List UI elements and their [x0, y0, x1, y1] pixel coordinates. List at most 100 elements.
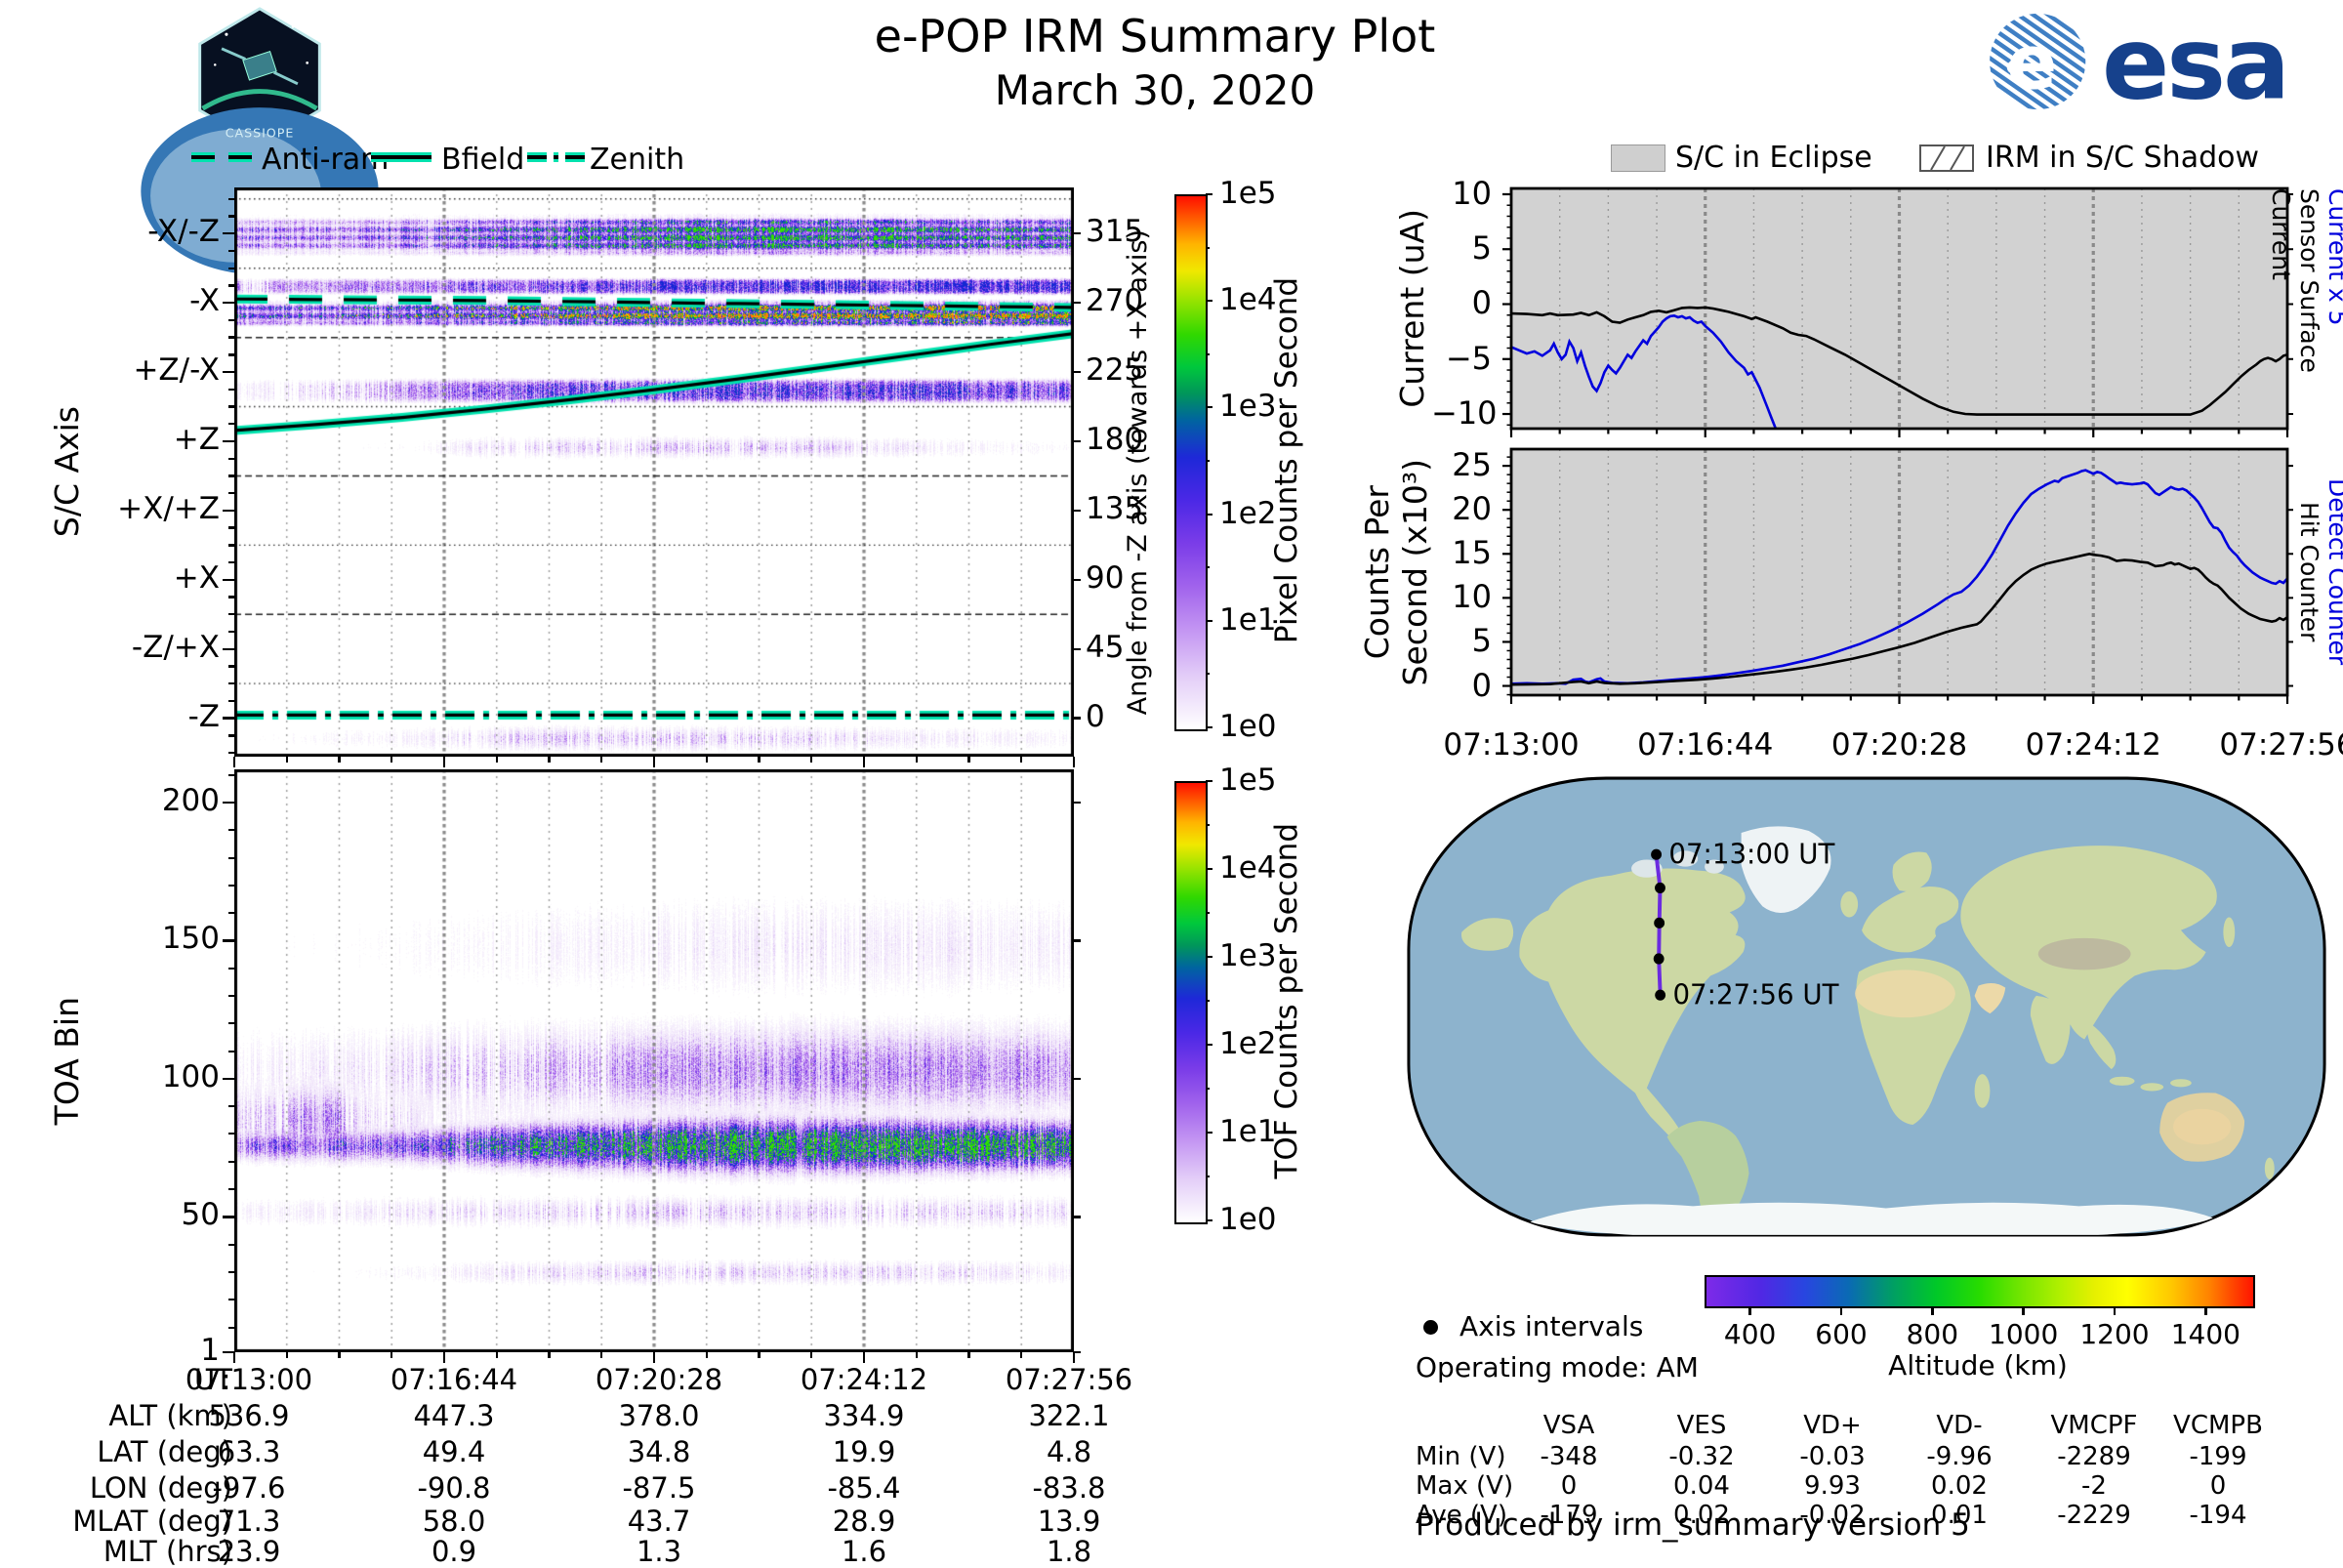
axis-tick	[228, 1161, 234, 1163]
axis-intervals-dot	[1423, 1320, 1438, 1335]
voltage-column-header: VD-	[1881, 1411, 2037, 1440]
axis-tick	[228, 198, 234, 200]
axis-tick	[228, 885, 234, 887]
axis-tick	[223, 371, 234, 373]
tof-counts-colorbar	[1174, 781, 1208, 1224]
axis-tick	[810, 757, 812, 763]
angle-tick-label: 45	[1086, 630, 1124, 665]
axis-tick	[653, 757, 655, 767]
esa-globe-e: e	[2006, 21, 2057, 107]
axis-tick	[338, 757, 340, 763]
axis-tick	[228, 561, 234, 563]
axis-tick	[223, 510, 234, 512]
axis-tick	[1206, 566, 1210, 568]
ephemeris-cell: 1.6	[761, 1535, 966, 1568]
ephemeris-cell: 63.3	[146, 1435, 351, 1468]
axis-tick	[233, 757, 235, 767]
axis-tick	[228, 995, 234, 997]
tof-cbar-tick-label: 1e3	[1219, 938, 1277, 973]
ephemeris-cell: 28.9	[761, 1505, 966, 1538]
page-header: e-POP IRM Summary Plot March 30, 2020	[390, 10, 1919, 114]
tof-cbar-tick-label: 1e4	[1219, 850, 1277, 886]
axis-tick	[600, 1352, 602, 1358]
axis-tick	[228, 1133, 234, 1135]
altitude-tick-label: 1400	[2147, 1318, 2264, 1350]
axis-tick	[1206, 780, 1213, 782]
axis-tick	[228, 1105, 234, 1107]
eclipse-label: S/C in Eclipse	[1675, 141, 1872, 175]
time-tick-label: 07:20:28	[1812, 727, 1988, 763]
axis-tick	[548, 757, 550, 763]
axis-tick	[1206, 353, 1210, 355]
pixel-counts-colorbar-label: Pixel Counts per Second	[1269, 277, 1304, 643]
axis-tick	[228, 336, 234, 338]
axis-tick	[228, 475, 234, 476]
axis-tick	[2204, 1306, 2206, 1315]
pixel-counts-colorbar-label-wrap: Pixel Counts per Second	[1269, 194, 1304, 727]
time-tick-label: 07:27:56	[2199, 727, 2343, 763]
altitude-label: Altitude (km)	[1861, 1349, 2095, 1382]
bfield-line-swatch	[371, 149, 432, 165]
axis-tick	[338, 1352, 340, 1358]
axis-tick	[223, 1216, 234, 1217]
current-right-labels: Sensor Surface Current Sensor Surface Cu…	[2296, 188, 2343, 429]
axis-tick	[228, 857, 234, 859]
axis-tick	[1074, 1078, 1081, 1080]
ephemeris-cell: 322.1	[966, 1399, 1172, 1432]
axis-tick	[233, 1352, 235, 1363]
anti-ram-line-swatch	[191, 149, 252, 165]
sc-axis-category-label: +Z/-X	[63, 352, 220, 388]
axis-tick	[228, 458, 234, 460]
axis-tick	[548, 1352, 550, 1358]
shadow-swatch	[1919, 144, 1974, 172]
axis-tick	[863, 757, 865, 767]
ephemeris-cell: 49.4	[351, 1435, 556, 1468]
epop-irm-summary-page: { "header": { "title": "e-POP IRM Summar…	[0, 0, 2343, 1562]
axis-tick	[223, 232, 234, 234]
axis-tick	[1074, 371, 1081, 373]
axis-tick	[967, 1352, 969, 1358]
y-tick-label: 25	[1431, 446, 1492, 483]
ephemeris-cell: 71.3	[146, 1505, 351, 1538]
zenith-line-swatch	[527, 149, 588, 165]
sensor-surface-current-x5-label: Sensor Surface Current x 5	[2323, 188, 2343, 429]
axis-tick	[1020, 1352, 1022, 1358]
axis-tick	[223, 939, 234, 941]
axis-tick	[228, 526, 234, 528]
patch-title: CASSIOPE	[226, 125, 295, 140]
axis-tick	[228, 389, 234, 391]
axis-tick	[967, 757, 969, 763]
axis-tick	[228, 1188, 234, 1190]
anti-ram-label: Anti-ram	[262, 143, 389, 177]
axis-tick	[1206, 406, 1213, 408]
axis-tick	[863, 1352, 865, 1363]
axis-tick	[1206, 1044, 1213, 1046]
ephemeris-cell: 07:27:56	[966, 1363, 1172, 1396]
tof-counts-colorbar-label-wrap: TOF Counts per Second	[1269, 781, 1304, 1220]
axis-tick	[1074, 232, 1081, 234]
toa-tick-label: 100	[63, 1059, 220, 1094]
axis-tick	[1074, 802, 1081, 804]
y-tick-label: 0	[1431, 667, 1492, 704]
axis-tick	[2022, 1306, 2024, 1315]
time-tick-label: 07:13:00	[1423, 727, 1599, 763]
ephemeris-cell: 34.8	[556, 1435, 761, 1468]
track-start-label: 07:13:00 UT	[1668, 838, 1835, 870]
axis-tick	[496, 757, 498, 763]
axis-tick	[496, 1352, 498, 1358]
ephemeris-cell: 334.9	[761, 1399, 966, 1432]
axis-tick	[1206, 673, 1210, 675]
axis-tick	[1206, 912, 1210, 914]
pixel-cbar-tick-label: 1e2	[1219, 496, 1277, 531]
axis-tick	[223, 1078, 234, 1080]
axis-tick	[228, 1299, 234, 1300]
axis-tick	[1206, 193, 1213, 195]
sc-axis-category-label: -X	[63, 283, 220, 318]
axis-tick	[2114, 1306, 2116, 1315]
axis-tick	[1073, 1352, 1075, 1363]
tof-cbar-tick-label: 1e1	[1219, 1114, 1277, 1149]
current-plot-svg	[1500, 177, 2307, 452]
counts-ylabel-wrap: Counts Per Second (x10³)	[1361, 449, 1431, 695]
sc-axis-category-label: -Z	[63, 699, 220, 734]
axis-tick	[1206, 1176, 1210, 1177]
